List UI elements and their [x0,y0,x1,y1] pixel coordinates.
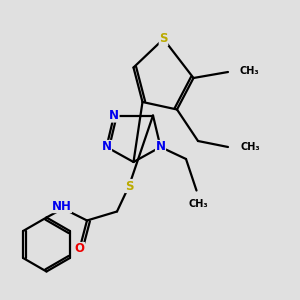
Text: N: N [101,140,112,154]
Text: O: O [74,242,85,256]
Text: NH: NH [52,200,71,213]
Text: CH₃: CH₃ [240,65,260,76]
Text: S: S [125,179,133,193]
Text: N: N [155,140,166,154]
Text: S: S [159,32,168,46]
Text: CH₃: CH₃ [241,142,260,152]
Text: N: N [109,109,119,122]
Text: CH₃: CH₃ [188,199,208,209]
